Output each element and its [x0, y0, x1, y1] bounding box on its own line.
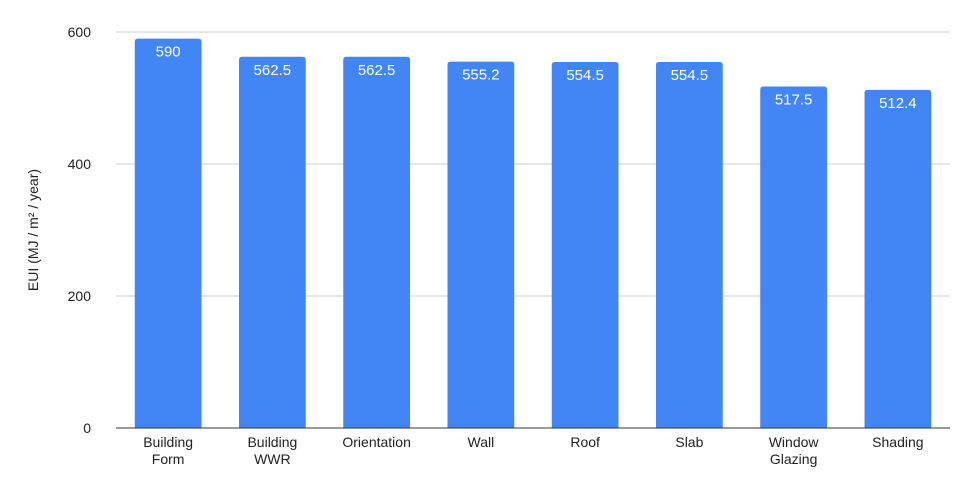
y-axis-label: EUI (MJ / m² / year): [25, 169, 41, 291]
y-tick-label: 400: [68, 156, 92, 172]
bar-value-label: 512.4: [879, 95, 917, 112]
bar-value-label: 562.5: [358, 62, 396, 79]
x-category-label: Wall: [468, 434, 495, 450]
bar: [864, 89, 932, 428]
bar-value-label: 562.5: [254, 62, 292, 79]
x-category-label: Building Form: [143, 434, 193, 467]
bar-value-label: 554.5: [671, 67, 709, 84]
bar-value-label: 517.5: [775, 91, 813, 108]
bar: [343, 56, 410, 428]
y-tick-label: 0: [83, 420, 91, 436]
y-tick-label: 600: [68, 24, 92, 40]
bar: [134, 38, 202, 428]
bar: [447, 61, 515, 429]
x-axis-categories: Building Form Building WWR Orientation Wall Ro…: [143, 434, 923, 467]
bar: [656, 62, 723, 428]
bar: [239, 56, 306, 428]
x-category-label: Window Glazing: [769, 434, 820, 467]
bar-value-label: 554.5: [566, 67, 604, 84]
bar-value-label: 555.2: [462, 67, 500, 84]
x-category-label: Orientation: [342, 434, 410, 450]
y-tick-label: 200: [68, 288, 92, 304]
bar: [760, 86, 827, 428]
x-category-label: Shading: [872, 434, 923, 450]
bar: [551, 62, 619, 428]
data-labels: 590 562.5 562.5 555.2 554.5 554.5 517.5 512.4: [156, 44, 917, 112]
bar-value-label: 590: [156, 44, 181, 61]
x-category-label: Roof: [570, 434, 600, 450]
x-category-label: Building WWR: [247, 434, 297, 467]
y-axis-ticks: 0 200 400 600: [68, 24, 92, 436]
bars: [134, 38, 932, 429]
x-category-label: Slab: [675, 434, 703, 450]
